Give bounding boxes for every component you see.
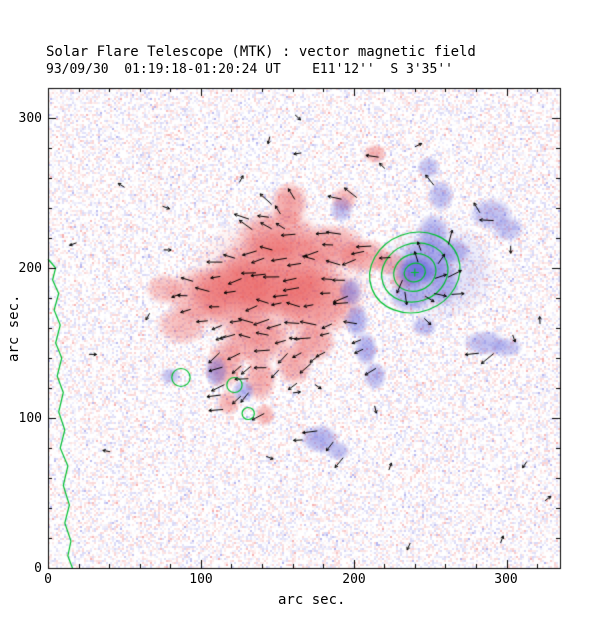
y-tick-label-100: 100 (18, 411, 42, 426)
y-axis-label: arc sec. (6, 294, 22, 362)
plot-title: Solar Flare Telescope (MTK) : vector mag… (46, 44, 476, 60)
y-tick-label-200: 200 (18, 261, 42, 276)
x-tick-label-100: 100 (189, 572, 213, 587)
y-tick-label-0: 0 (34, 561, 42, 576)
x-axis-label: arc sec. (278, 592, 346, 608)
x-tick-label-0: 0 (44, 572, 52, 587)
y-tick-label-300: 300 (18, 111, 42, 126)
x-tick-label-200: 200 (342, 572, 366, 587)
x-tick-label-300: 300 (494, 572, 518, 587)
plot-subtitle: 93/09/30 01:19:18-01:20:24 UT E11'12'' S… (46, 62, 453, 77)
